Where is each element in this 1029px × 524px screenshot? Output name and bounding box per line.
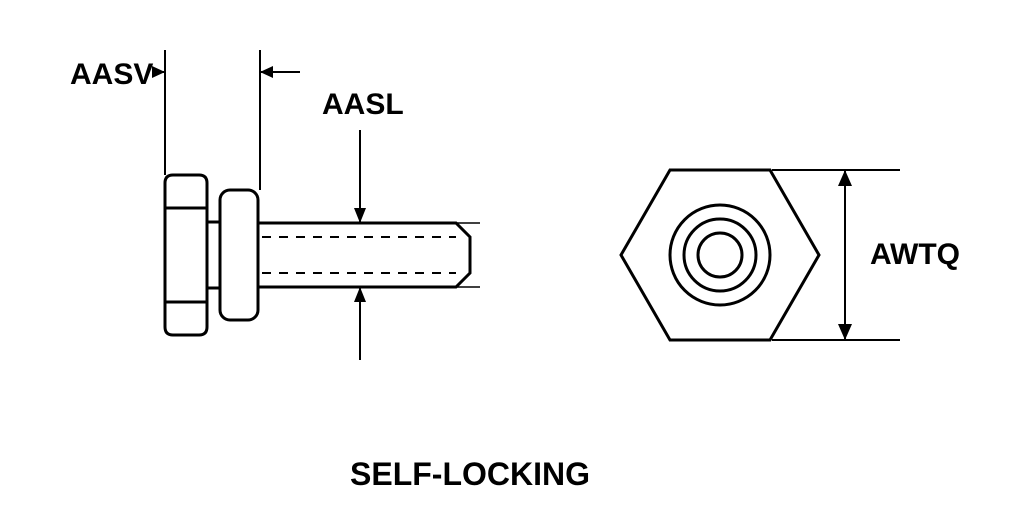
bolt-shaft — [258, 223, 470, 287]
diagram-container: AASV AASL AWTQ SELF-LOCKING — [0, 0, 1029, 524]
label-aasv: AASV — [70, 58, 153, 92]
diagram-title: SELF-LOCKING — [300, 456, 640, 493]
label-awtq: AWTQ — [870, 238, 960, 272]
hex-front-view — [621, 170, 819, 340]
bolt-head — [165, 175, 207, 335]
thread-hidden-lines — [262, 237, 456, 273]
label-aasl: AASL — [322, 88, 404, 122]
locking-washer — [220, 190, 258, 320]
dim-aasl — [296, 130, 480, 360]
dim-aasv — [152, 50, 300, 190]
